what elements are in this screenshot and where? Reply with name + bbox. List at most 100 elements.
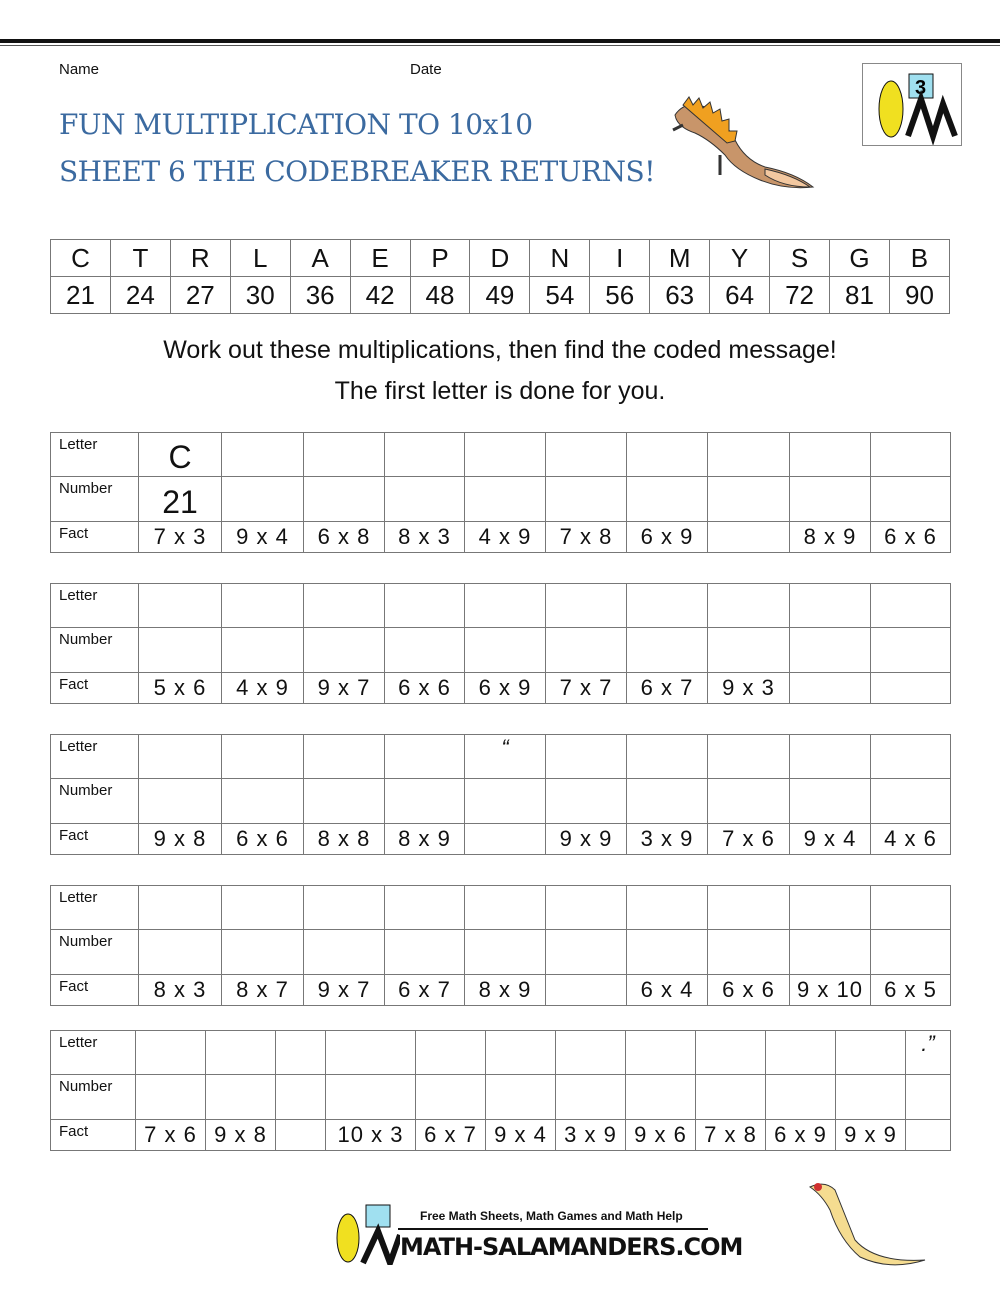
- letter-cell: [707, 432, 790, 477]
- letter-cell: .”: [905, 1030, 951, 1075]
- code-key-number: 24: [109, 276, 171, 314]
- fact-cell: [275, 1119, 326, 1151]
- number-cell: [626, 778, 708, 824]
- fact-row-label: Fact: [50, 823, 139, 855]
- letter-row: Letter .”: [50, 1030, 951, 1075]
- number-cell: [138, 929, 222, 975]
- letter-cell: “: [464, 734, 546, 779]
- fact-cell: 9 x 9: [545, 823, 627, 855]
- letter-cell: [545, 583, 627, 628]
- number-row: Number: [50, 778, 951, 824]
- code-key-letter: T: [109, 239, 171, 277]
- code-key-number: 54: [529, 276, 591, 314]
- letter-cell: [835, 1030, 906, 1075]
- code-key-letter: C: [50, 239, 111, 277]
- fact-cell: 7 x 8: [545, 521, 627, 553]
- letter-cell: [138, 885, 222, 930]
- instructions-line-2: The first letter is done for you.: [334, 377, 666, 405]
- number-cell: [870, 627, 951, 673]
- code-key-letter: N: [529, 239, 591, 277]
- fact-cell: 6 x 7: [626, 672, 708, 704]
- fact-cell: 6 x 4: [626, 974, 708, 1006]
- fact-cell: 6 x 9: [765, 1119, 836, 1151]
- number-cell: [707, 929, 790, 975]
- footer-tagline: Free Math Sheets, Math Games and Math He…: [420, 1209, 683, 1223]
- fact-row-label: Fact: [50, 1119, 136, 1151]
- number-cell: [138, 778, 222, 824]
- fact-cell: [870, 672, 951, 704]
- letter-cell: [707, 885, 790, 930]
- letter-cell: [545, 885, 627, 930]
- number-cell: [384, 929, 465, 975]
- number-cell: [221, 476, 304, 522]
- number-cell: [789, 778, 871, 824]
- footer-divider: [398, 1228, 708, 1230]
- fact-cell: 6 x 5: [870, 974, 951, 1006]
- letter-row: Letter C: [50, 432, 951, 477]
- letter-cell: [275, 1030, 326, 1075]
- fact-cell: 9 x 6: [625, 1119, 696, 1151]
- fact-cell: 6 x 6: [221, 823, 304, 855]
- number-cell: [303, 476, 385, 522]
- number-cell: [555, 1074, 626, 1120]
- letter-cell: [789, 885, 871, 930]
- number-cell: [545, 476, 627, 522]
- fact-cell: 9 x 8: [205, 1119, 276, 1151]
- letter-cell: [303, 432, 385, 477]
- number-cell: [384, 476, 465, 522]
- letter-cell: [384, 583, 465, 628]
- fact-row-label: Fact: [50, 672, 139, 704]
- fact-cell: 10 x 3: [325, 1119, 416, 1151]
- number-cell: [789, 627, 871, 673]
- letter-cell: [221, 583, 304, 628]
- letter-cell: [464, 583, 546, 628]
- number-row: Number 21: [50, 476, 951, 522]
- code-key-number: 63: [649, 276, 711, 314]
- letter-row-label: Letter: [50, 583, 139, 628]
- number-cell: [870, 778, 951, 824]
- code-key-number: 81: [828, 276, 890, 314]
- letter-cell: [384, 885, 465, 930]
- number-cell: [870, 476, 951, 522]
- fact-row-label: Fact: [50, 974, 139, 1006]
- number-cell: [765, 1074, 836, 1120]
- fact-cell: 9 x 3: [707, 672, 790, 704]
- fact-cell: 9 x 9: [835, 1119, 906, 1151]
- letter-cell: [870, 734, 951, 779]
- fact-cell: 9 x 8: [138, 823, 222, 855]
- number-cell: [789, 929, 871, 975]
- fact-cell: 6 x 7: [415, 1119, 486, 1151]
- number-cell: [138, 627, 222, 673]
- code-key-number: 42: [349, 276, 411, 314]
- code-key-letter: D: [469, 239, 531, 277]
- fact-cell: 9 x 4: [221, 521, 304, 553]
- code-key-letter: G: [828, 239, 890, 277]
- letter-cell: [221, 885, 304, 930]
- number-cell: [325, 1074, 416, 1120]
- code-key-number: 90: [888, 276, 951, 314]
- fact-cell: 4 x 6: [870, 823, 951, 855]
- top-rule-thin: [0, 45, 1000, 46]
- fact-cell: 3 x 9: [555, 1119, 626, 1151]
- number-cell: [707, 778, 790, 824]
- number-cell: [303, 929, 385, 975]
- number-cell: [707, 627, 790, 673]
- code-key-number: 30: [229, 276, 291, 314]
- number-cell: [905, 1074, 951, 1120]
- letter-cell: [870, 885, 951, 930]
- fact-cell: [789, 672, 871, 704]
- letter-cell: [221, 734, 304, 779]
- letter-cell: [205, 1030, 276, 1075]
- number-cell: [303, 778, 385, 824]
- letter-row-label: Letter: [50, 885, 139, 930]
- fact-cell: 7 x 6: [707, 823, 790, 855]
- letter-cell: [464, 885, 546, 930]
- number-cell: [695, 1074, 766, 1120]
- code-key-letter: L: [229, 239, 291, 277]
- code-key-number: 27: [169, 276, 231, 314]
